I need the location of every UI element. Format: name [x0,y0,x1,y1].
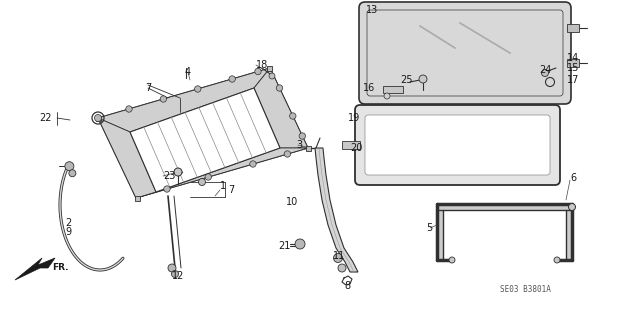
Text: 7: 7 [228,185,234,195]
FancyBboxPatch shape [355,105,560,185]
Bar [95,115,100,121]
Text: 1: 1 [220,181,226,191]
Circle shape [195,86,201,92]
Text: 6: 6 [570,173,576,183]
Text: 9: 9 [66,227,72,237]
Polygon shape [98,68,308,198]
Text: 20: 20 [351,143,363,153]
Polygon shape [98,68,270,132]
Text: 2: 2 [66,218,72,228]
Text: 22: 22 [40,113,52,123]
Circle shape [160,96,166,102]
Circle shape [276,85,283,91]
Bar [383,86,403,93]
Polygon shape [98,118,156,198]
Text: 4: 4 [185,67,191,77]
Circle shape [338,264,346,272]
Circle shape [295,239,305,249]
Circle shape [229,76,236,82]
Bar [305,145,310,151]
Circle shape [299,133,305,139]
Circle shape [198,179,205,186]
Circle shape [65,162,74,171]
Text: 7: 7 [145,83,151,93]
Circle shape [95,115,102,122]
Text: 12: 12 [172,271,184,281]
Text: 21: 21 [278,241,291,251]
Polygon shape [437,204,572,210]
Text: 8: 8 [344,281,350,291]
Text: 11: 11 [333,251,345,261]
Circle shape [269,73,275,79]
Polygon shape [254,68,308,148]
Polygon shape [15,258,55,280]
Polygon shape [566,204,572,260]
Circle shape [205,174,211,180]
Circle shape [69,170,76,177]
Circle shape [172,271,179,278]
Text: 16: 16 [363,83,375,93]
Text: 5: 5 [426,223,432,233]
Text: 15: 15 [567,63,579,73]
Bar [567,24,579,32]
Circle shape [568,204,575,211]
Circle shape [554,257,560,263]
Text: 25: 25 [400,75,413,85]
Circle shape [164,186,170,192]
Circle shape [541,70,548,77]
Circle shape [125,106,132,112]
Circle shape [419,75,427,83]
Bar [266,65,271,70]
Circle shape [384,93,390,99]
Circle shape [333,254,342,263]
Circle shape [250,161,256,167]
Text: FR.: FR. [52,263,68,272]
Polygon shape [437,204,443,260]
Text: 17: 17 [567,75,579,85]
Polygon shape [130,88,280,192]
Circle shape [290,113,296,119]
Bar [134,196,140,201]
Text: 14: 14 [567,53,579,63]
FancyBboxPatch shape [365,115,550,175]
Circle shape [168,264,176,272]
Circle shape [255,68,261,75]
Text: 13: 13 [366,5,378,15]
Text: 19: 19 [348,113,360,123]
FancyBboxPatch shape [359,2,571,104]
Text: SE03 B3801A: SE03 B3801A [500,286,551,294]
Circle shape [449,257,455,263]
Text: 10: 10 [285,197,298,207]
Bar [567,59,579,67]
Polygon shape [136,148,308,198]
Bar [342,141,360,149]
Text: 3: 3 [296,140,302,150]
Text: 23: 23 [163,171,175,181]
Circle shape [284,151,291,157]
Text: 24: 24 [540,65,552,75]
Polygon shape [315,148,358,272]
Circle shape [174,168,182,176]
Text: 18: 18 [256,60,268,70]
